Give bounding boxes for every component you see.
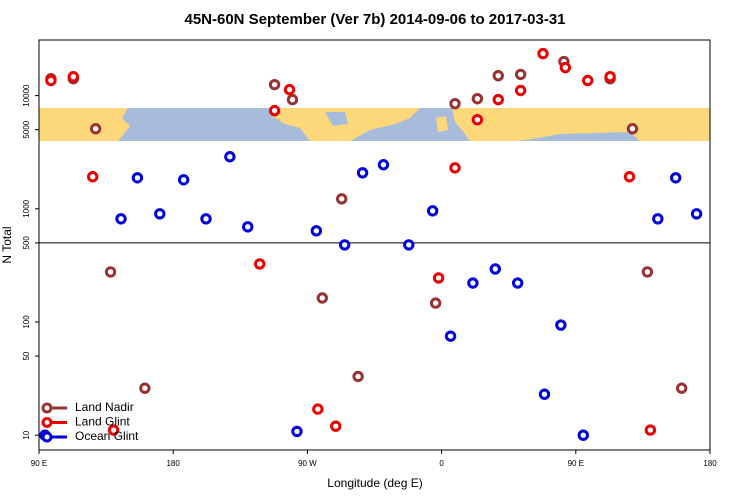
- point: [330, 420, 342, 432]
- point: [644, 424, 657, 436]
- point: [652, 213, 664, 225]
- point: [449, 97, 461, 110]
- point: [312, 403, 324, 415]
- point: [89, 123, 102, 135]
- map-strip: [39, 108, 710, 141]
- x-tick-label: 180: [167, 459, 181, 468]
- point: [449, 162, 461, 174]
- point: [538, 388, 551, 400]
- series: [39, 151, 703, 441]
- point: [268, 78, 281, 91]
- point: [604, 70, 616, 83]
- point: [286, 93, 299, 106]
- y-tick-label: 1000: [22, 199, 31, 217]
- point: [139, 382, 151, 394]
- point: [104, 266, 117, 278]
- point: [356, 167, 369, 179]
- point: [675, 382, 688, 394]
- point: [310, 225, 323, 237]
- point: [107, 424, 120, 436]
- legend-label: Ocean Glint: [75, 429, 139, 443]
- point: [352, 370, 364, 383]
- x-tick-label: 90 W: [298, 459, 317, 468]
- point: [154, 208, 166, 220]
- point: [429, 297, 442, 309]
- x-tick-label: 90 E: [568, 459, 584, 468]
- x-tick-label: 90 E: [31, 459, 47, 468]
- point: [492, 93, 504, 106]
- point: [623, 171, 636, 183]
- point: [291, 425, 303, 438]
- map-land: [39, 108, 111, 141]
- point: [45, 74, 57, 87]
- x-tick-label: 0: [439, 459, 444, 468]
- point: [131, 172, 144, 184]
- map-land: [270, 108, 420, 141]
- point: [514, 84, 527, 97]
- legend-marker: [41, 431, 53, 443]
- y-axis-label: N Total: [0, 226, 14, 263]
- point: [626, 123, 639, 135]
- point: [582, 74, 594, 87]
- point: [224, 151, 236, 163]
- y-tick-label: 500: [22, 236, 31, 250]
- map-land: [452, 108, 710, 141]
- point: [511, 277, 524, 289]
- point: [432, 272, 445, 284]
- point: [690, 208, 703, 220]
- point: [444, 330, 457, 342]
- legend-label: Land Glint: [75, 415, 130, 429]
- point: [492, 69, 504, 82]
- point: [67, 70, 79, 83]
- y-tick-label: 10000: [22, 84, 31, 107]
- point: [471, 113, 484, 126]
- x-tick-label: 180: [703, 459, 717, 468]
- point: [338, 239, 351, 251]
- plot-frame: [38, 39, 711, 451]
- legend-label: Land Nadir: [75, 400, 134, 414]
- point: [115, 213, 127, 225]
- point: [555, 319, 567, 331]
- y-tick-label: 100: [22, 315, 31, 329]
- point: [253, 258, 266, 270]
- point: [283, 83, 296, 96]
- legend-marker: [41, 402, 53, 414]
- map-land: [436, 116, 448, 132]
- legend-marker: [41, 417, 53, 428]
- point: [471, 92, 484, 105]
- point: [86, 171, 99, 183]
- y-tick-label: 10: [22, 430, 31, 439]
- map-bay: [325, 112, 348, 126]
- point: [403, 239, 415, 251]
- point: [377, 159, 390, 171]
- point: [467, 277, 479, 289]
- point: [514, 68, 527, 81]
- point: [537, 47, 549, 60]
- point: [426, 205, 439, 217]
- point: [559, 61, 572, 74]
- point: [577, 429, 589, 441]
- chart-title: 45N-60N September (Ver 7b) 2014-09-06 to…: [184, 11, 565, 28]
- point: [489, 263, 501, 275]
- point: [335, 193, 348, 205]
- point: [316, 292, 329, 304]
- point: [268, 104, 281, 117]
- series: [45, 47, 657, 436]
- point: [242, 221, 254, 233]
- point: [177, 174, 190, 186]
- point: [200, 213, 212, 225]
- point: [670, 172, 682, 184]
- map-land: [111, 108, 130, 141]
- y-tick-label: 5000: [22, 120, 31, 138]
- x-axis-label: Longitude (deg E): [327, 476, 422, 490]
- point: [641, 266, 654, 278]
- y-tick-label: 50: [22, 351, 31, 360]
